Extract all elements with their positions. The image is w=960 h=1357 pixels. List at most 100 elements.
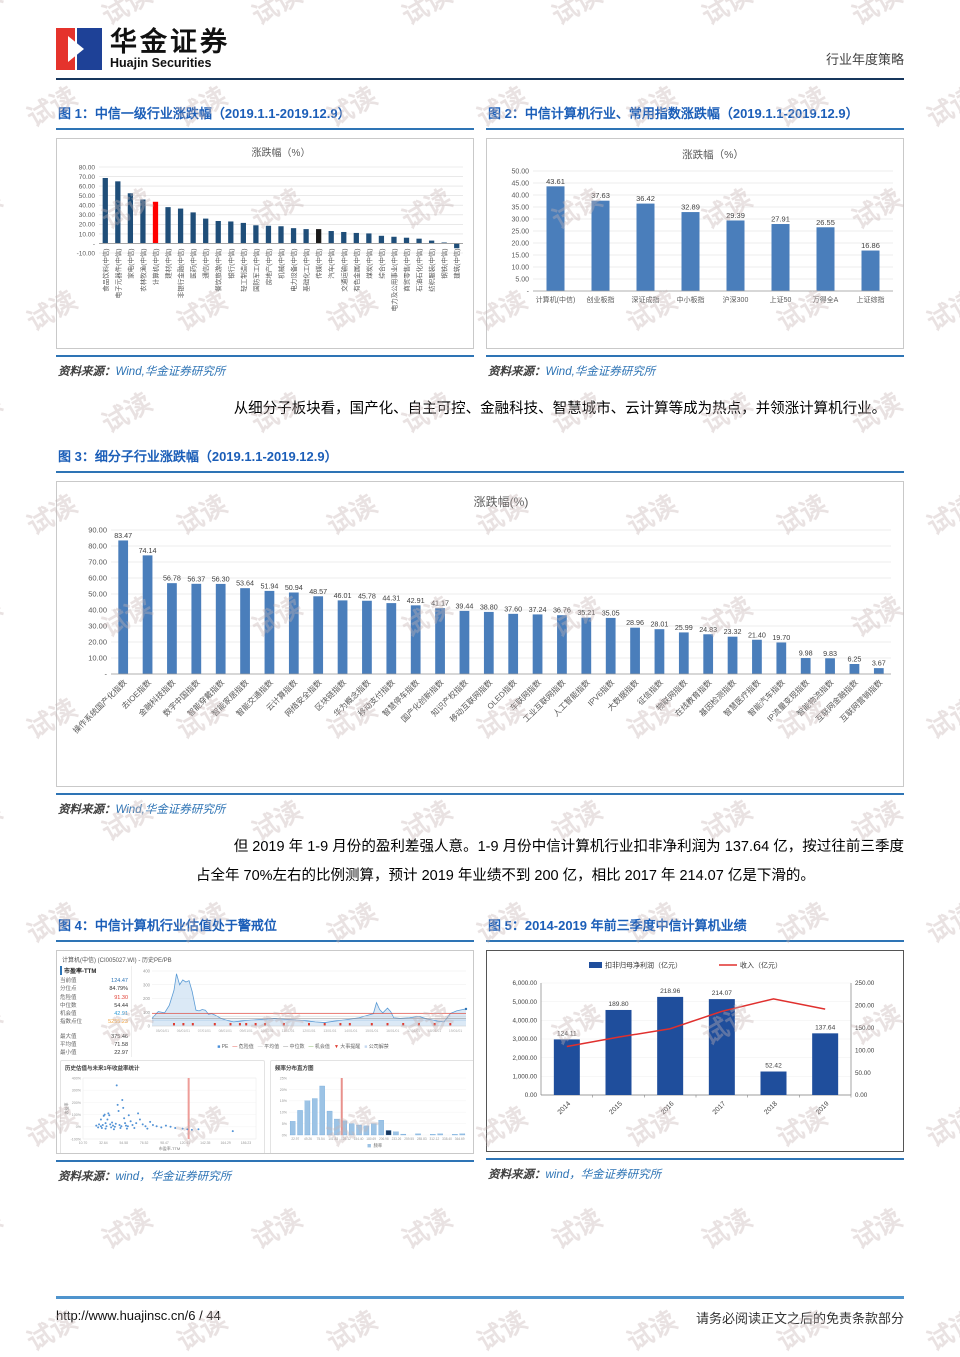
svg-text:9.98: 9.98 bbox=[799, 648, 813, 657]
svg-text:上证50: 上证50 bbox=[770, 295, 792, 304]
svg-text:124.11: 124.11 bbox=[557, 1031, 577, 1038]
subsector-change-chart: - 10.00 20.00 30.00 40.00 50.00 60.00 70.00 80.0… bbox=[71, 494, 891, 735]
svg-text:-100%: -100% bbox=[71, 1138, 82, 1142]
svg-text:汽车(中信): 汽车(中信) bbox=[327, 248, 336, 278]
svg-text:5.00: 5.00 bbox=[515, 276, 529, 283]
svg-text:6,000.00: 6,000.00 bbox=[512, 980, 537, 987]
svg-text:操作系统国产化指数: 操作系统国产化指数 bbox=[71, 677, 129, 735]
watermark-text: 试读 bbox=[96, 1202, 157, 1255]
svg-text:30.00: 30.00 bbox=[88, 621, 107, 630]
page-footer: http://www.huajinsc.cn/6 / 44 请务必阅读正文之后的… bbox=[56, 1296, 904, 1327]
svg-text:56.37: 56.37 bbox=[187, 574, 205, 583]
svg-text:18/01/01: 18/01/01 bbox=[428, 1029, 441, 1033]
pe-chart-legend: ■ PE — 危险值 — 平均值 — 中位数 — 机会值 ▼ 大事提醒 ■ 公司解禁 bbox=[136, 1044, 470, 1051]
svg-text:0%: 0% bbox=[282, 1134, 288, 1138]
svg-text:76.52: 76.52 bbox=[140, 1141, 149, 1145]
results-combo-chart: 0.00 1,000.00 2,000.00 3,000.00 4,000.00 5,00… bbox=[512, 961, 875, 1117]
svg-text:80.00: 80.00 bbox=[79, 164, 96, 171]
figure-1-title: 图 1：中信一级行业涨跌幅（2019.1.1-2019.12.9） bbox=[56, 100, 474, 130]
svg-text:24.83: 24.83 bbox=[699, 624, 717, 633]
pe-return-scatter-chart: 400% 300% 200% 100% 0% -100%10.70 32.64 54.58 76… bbox=[63, 1077, 257, 1151]
svg-text:-: - bbox=[105, 669, 108, 678]
svg-text:轻工制造(中信): 轻工制造(中信) bbox=[239, 248, 248, 291]
pe-stats-panel: 市盈率-TTM 当前值 124.47 分位点 84.79% 危险值 91.30 中位数 54.4… bbox=[60, 966, 132, 1058]
svg-text:214.07: 214.07 bbox=[712, 990, 733, 997]
svg-text:25.00: 25.00 bbox=[511, 228, 529, 235]
svg-text:43.61: 43.61 bbox=[546, 177, 565, 186]
svg-text:400: 400 bbox=[143, 969, 151, 974]
pe-stat-row: 最大值 375.46 bbox=[60, 1033, 128, 1040]
svg-text:综合(中信): 综合(中信) bbox=[377, 248, 386, 278]
svg-text:20.00: 20.00 bbox=[88, 637, 107, 646]
citic-industry-change-chart: -10.00-10.0020.0030.0040.0050.0060.0070.… bbox=[77, 146, 463, 311]
svg-text:通信(中信): 通信(中信) bbox=[201, 248, 210, 278]
svg-text:05/01/01: 05/01/01 bbox=[156, 1029, 169, 1033]
svg-text:250.00: 250.00 bbox=[855, 980, 875, 987]
pe-history-line-chart: 0 100 200 300 400 05/01/01 06/01/01 07/01/01 08/… bbox=[143, 969, 468, 1033]
pe-stats-header: 市盈率-TTM bbox=[60, 966, 128, 976]
svg-text:54.58: 54.58 bbox=[119, 1141, 128, 1145]
figure-4-source: 资料来源：wind，华金证券研究所 bbox=[58, 1171, 232, 1184]
figure-1-bottom-rule bbox=[56, 355, 474, 357]
pe-stat-row: 指数点位 5255.23 bbox=[60, 1019, 128, 1026]
svg-text:2014: 2014 bbox=[557, 1100, 573, 1116]
svg-text:120.41: 120.41 bbox=[180, 1141, 190, 1145]
svg-text:5,000.00: 5,000.00 bbox=[512, 999, 537, 1006]
figure-2-title: 图 2：中信计算机行业、常用指数涨跌幅（2019.1.1-2019.12.9） bbox=[486, 100, 904, 130]
svg-text:互联网营销指数: 互联网营销指数 bbox=[838, 677, 885, 724]
svg-text:285.83: 285.83 bbox=[417, 1137, 427, 1141]
svg-text:40.00: 40.00 bbox=[79, 203, 96, 210]
svg-text:-: - bbox=[527, 288, 530, 295]
svg-text:29.39: 29.39 bbox=[726, 211, 745, 220]
svg-text:154.40: 154.40 bbox=[354, 1137, 364, 1141]
svg-text:12/01/01: 12/01/01 bbox=[302, 1029, 315, 1033]
svg-text:19/01/01: 19/01/01 bbox=[449, 1029, 462, 1033]
footer-url[interactable]: http://www.huajinsc.cn/6 / 44 bbox=[56, 1308, 221, 1323]
figure-2: 图 2：中信计算机行业、常用指数涨跌幅（2019.1.1-2019.12.9） … bbox=[486, 100, 904, 379]
footer-rule bbox=[56, 1296, 904, 1299]
wind-valuation-panel: 计算机(中信) (CI005027.WI) - 历史PE/PB 市盈率-TTM 当… bbox=[56, 950, 474, 1155]
svg-text:10.00: 10.00 bbox=[511, 264, 529, 271]
paragraph-1: 从细分子板块看，国产化、自主可控、金融科技、智慧城市、云计算等成为热点，并领涨计… bbox=[233, 401, 887, 417]
svg-text:计算机(中信): 计算机(中信) bbox=[151, 248, 160, 285]
svg-text:50.00: 50.00 bbox=[79, 193, 96, 200]
svg-text:08/01/01: 08/01/01 bbox=[219, 1029, 232, 1033]
svg-text:101.83: 101.83 bbox=[328, 1137, 338, 1141]
svg-text:6.25: 6.25 bbox=[847, 654, 861, 663]
svg-text:石油石化(中信): 石油石化(中信) bbox=[415, 248, 424, 291]
svg-text:50.94: 50.94 bbox=[285, 583, 303, 592]
svg-text:医药(中信): 医药(中信) bbox=[189, 248, 198, 278]
svg-text:30.00: 30.00 bbox=[511, 216, 529, 223]
svg-text:83.47: 83.47 bbox=[114, 531, 132, 540]
svg-text:电力及公用事业(中信): 电力及公用事业(中信) bbox=[389, 248, 398, 311]
footer-disclaimer: 请务必阅读正文之后的免责条款部分 bbox=[695, 1311, 904, 1326]
page-header: 华金证券 Huajin Securities 行业年度策略 bbox=[56, 0, 904, 72]
svg-text:233.26: 233.26 bbox=[392, 1137, 402, 1141]
huajin-logo: 华金证券 Huajin Securities bbox=[56, 26, 230, 72]
legend-item: ■ PE bbox=[217, 1044, 229, 1051]
figure-5-bottom-rule bbox=[486, 1158, 904, 1161]
figure-5: 图 5：2014-2019 年前三季度中信计算机业绩 0.00 1,000.00 2… bbox=[486, 912, 904, 1184]
svg-text:400%: 400% bbox=[72, 1077, 82, 1081]
svg-text:14/01/01: 14/01/01 bbox=[344, 1029, 357, 1033]
watermark-text: 试读 bbox=[921, 1304, 960, 1357]
svg-text:100.00: 100.00 bbox=[855, 1048, 875, 1055]
svg-text:100%: 100% bbox=[72, 1113, 82, 1117]
svg-text:100: 100 bbox=[143, 1010, 151, 1015]
svg-text:10.00: 10.00 bbox=[88, 653, 107, 662]
huajin-logo-mark-icon bbox=[56, 26, 102, 72]
svg-text:50.00: 50.00 bbox=[855, 1070, 871, 1077]
svg-text:16.86: 16.86 bbox=[861, 241, 880, 250]
svg-text:56.78: 56.78 bbox=[163, 573, 181, 582]
svg-text:扣非归母净利润（亿元）: 扣非归母净利润（亿元） bbox=[605, 961, 682, 970]
svg-text:50.00: 50.00 bbox=[88, 589, 107, 598]
svg-text:上证综指: 上证综指 bbox=[857, 295, 885, 304]
figure-1: 图 1：中信一级行业涨跌幅（2019.1.1-2019.12.9） -10.00… bbox=[56, 100, 474, 379]
svg-text:25.99: 25.99 bbox=[675, 623, 693, 632]
svg-text:37.63: 37.63 bbox=[591, 191, 610, 200]
svg-text:10/01/01: 10/01/01 bbox=[261, 1029, 274, 1033]
figure-5-source: 资料来源：wind，华金证券研究所 bbox=[488, 1169, 662, 1182]
legend-item: — 平均值 bbox=[257, 1044, 280, 1051]
svg-text:建筑(中信): 建筑(中信) bbox=[452, 248, 461, 278]
pe-stat-row: 机会值 42.91 bbox=[60, 1011, 128, 1018]
